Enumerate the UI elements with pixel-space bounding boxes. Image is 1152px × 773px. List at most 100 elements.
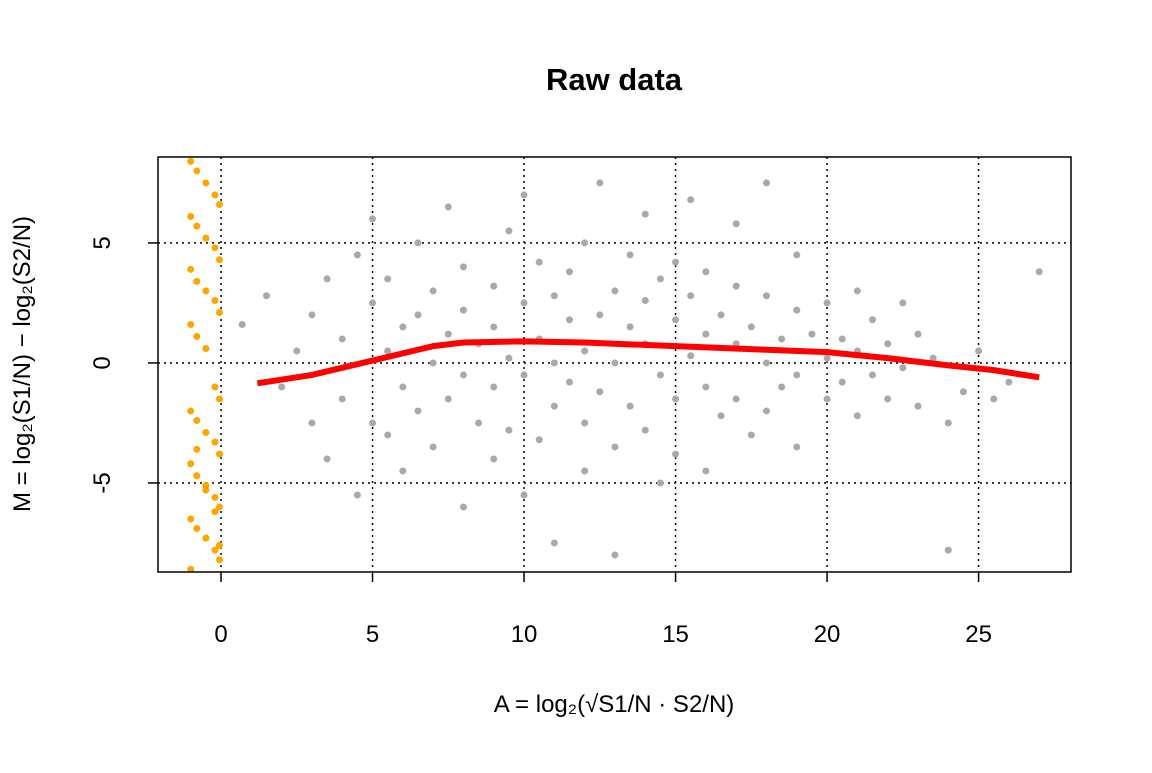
point — [793, 443, 801, 451]
point — [581, 419, 589, 427]
point — [672, 395, 680, 403]
point — [202, 179, 210, 187]
point — [216, 309, 224, 317]
point — [884, 340, 892, 348]
point — [687, 352, 695, 360]
point — [444, 395, 452, 403]
point — [429, 443, 437, 451]
point — [944, 546, 952, 554]
y-axis-label: M = log₂(S1/N) − log₂(S2/N) — [9, 216, 36, 512]
point — [187, 213, 195, 221]
point — [338, 335, 346, 343]
point — [656, 479, 664, 487]
point — [641, 297, 649, 305]
point — [353, 251, 361, 259]
point — [717, 412, 725, 420]
point — [211, 191, 219, 199]
point — [899, 364, 907, 372]
point — [550, 402, 558, 410]
point — [520, 491, 528, 499]
point — [717, 311, 725, 319]
point — [914, 330, 922, 338]
point — [581, 467, 589, 475]
point — [505, 354, 513, 362]
point — [793, 371, 801, 379]
point — [702, 330, 710, 338]
point — [762, 359, 770, 367]
point — [262, 292, 270, 300]
point — [641, 210, 649, 218]
point — [944, 419, 952, 427]
point — [338, 395, 346, 403]
point — [611, 443, 619, 451]
point — [626, 323, 634, 331]
point — [899, 299, 907, 307]
point — [975, 347, 983, 355]
point — [702, 467, 710, 475]
point — [611, 287, 619, 295]
point — [202, 534, 210, 542]
point — [808, 330, 816, 338]
x-tick-label: 5 — [366, 621, 379, 648]
point — [475, 419, 483, 427]
point — [520, 371, 528, 379]
point — [193, 222, 201, 230]
point — [187, 265, 195, 273]
point — [187, 157, 195, 165]
point — [687, 196, 695, 204]
point — [793, 306, 801, 314]
point — [202, 486, 210, 494]
point — [596, 179, 604, 187]
point — [702, 383, 710, 391]
point — [323, 455, 331, 463]
point — [838, 378, 846, 386]
point — [459, 306, 467, 314]
point — [566, 316, 574, 324]
point — [187, 565, 195, 572]
point — [278, 383, 286, 391]
point — [187, 321, 195, 329]
point — [914, 402, 922, 410]
point — [414, 407, 422, 415]
point — [384, 431, 392, 439]
point — [869, 371, 877, 379]
point — [193, 167, 201, 175]
point — [211, 244, 219, 252]
point — [202, 234, 210, 242]
point — [193, 417, 201, 425]
point — [778, 335, 786, 343]
y-tick-label: -5 — [89, 472, 116, 493]
point — [414, 311, 422, 319]
point — [187, 515, 195, 523]
x-tick-label: 15 — [662, 621, 689, 648]
point — [399, 467, 407, 475]
point — [566, 268, 574, 276]
point — [369, 299, 377, 307]
point — [399, 383, 407, 391]
point — [444, 330, 452, 338]
chart-title: Raw data — [546, 62, 683, 97]
point — [838, 335, 846, 343]
point — [202, 429, 210, 437]
x-tick-label: 0 — [214, 621, 227, 648]
point — [293, 347, 301, 355]
point — [520, 191, 528, 199]
point — [656, 275, 664, 283]
point — [869, 316, 877, 324]
point — [1035, 268, 1043, 276]
point — [641, 426, 649, 434]
point — [672, 258, 680, 266]
point — [193, 445, 201, 453]
point — [823, 354, 831, 362]
point — [193, 525, 201, 533]
point — [211, 383, 219, 391]
point — [566, 378, 574, 386]
point — [216, 256, 224, 264]
point — [626, 251, 634, 259]
point — [823, 395, 831, 403]
x-tick-label: 20 — [814, 621, 841, 648]
point — [762, 292, 770, 300]
point — [596, 311, 604, 319]
point — [429, 359, 437, 367]
point — [323, 275, 331, 283]
